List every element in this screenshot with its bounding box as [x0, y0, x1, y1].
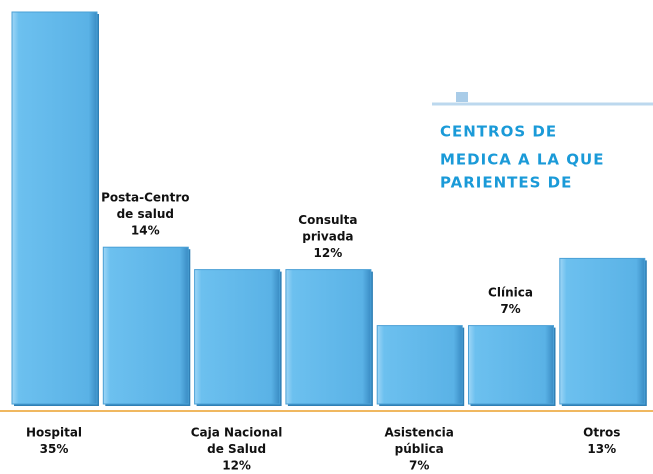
- category-label: Hospital: [26, 426, 82, 440]
- category-label: de salud: [117, 207, 174, 221]
- value-label: 7%: [409, 459, 429, 473]
- category-label: Clínica: [488, 286, 533, 300]
- category-label: pública: [395, 442, 444, 456]
- value-label: 13%: [587, 442, 616, 456]
- bar: [376, 325, 463, 405]
- value-label: 35%: [40, 442, 69, 456]
- bar: [11, 11, 98, 405]
- value-label: 12%: [314, 246, 343, 260]
- decoration: [456, 92, 468, 102]
- chart-title: CENTROS DE: [440, 123, 557, 141]
- category-label: de Salud: [207, 442, 266, 456]
- chart-title: MEDICA A LA QUE: [440, 151, 604, 169]
- chart-title: PARIENTES DE: [440, 174, 572, 192]
- category-label: Caja Nacional: [191, 426, 283, 440]
- bar: [559, 257, 646, 405]
- value-label: 12%: [222, 459, 251, 473]
- bar: [468, 325, 554, 405]
- value-label: 7%: [500, 302, 520, 316]
- value-label: 14%: [131, 224, 160, 238]
- bar: [102, 246, 189, 405]
- category-label: Otros: [583, 426, 620, 440]
- category-label: Posta-Centro: [101, 191, 189, 205]
- category-label: Asistencia: [384, 426, 453, 440]
- bar: [285, 269, 372, 405]
- category-label: privada: [302, 230, 353, 244]
- category-label: Consulta: [298, 213, 357, 227]
- bar: [194, 269, 281, 405]
